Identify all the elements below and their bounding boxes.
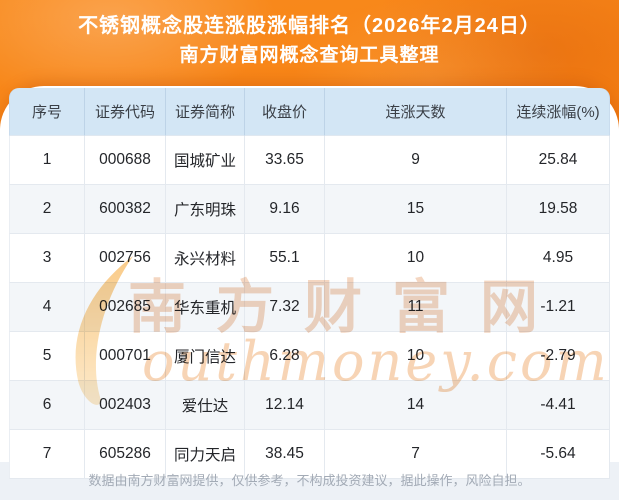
column-header: 连续涨幅(%) <box>507 88 610 136</box>
table-cell: 002756 <box>85 234 166 283</box>
table-cell: 2 <box>9 185 85 234</box>
table-cell: 5 <box>9 332 85 381</box>
table-row: 4 002685 华东重机 7.32 11 -1.21 <box>9 283 610 332</box>
table-cell: 600382 <box>85 185 166 234</box>
table-cell: 002685 <box>85 283 166 332</box>
table-cell: 6.28 <box>245 332 325 381</box>
column-header: 收盘价 <box>245 88 325 136</box>
table-cell: 6 <box>9 381 85 430</box>
table-cell: 002403 <box>85 381 166 430</box>
table-cell: 14 <box>325 381 507 430</box>
stock-table: 序号 证券代码 证券简称 收盘价 连涨天数 连续涨幅(%) 1 000688 国城矿业 33.6… <box>9 88 610 479</box>
table-cell: 华东重机 <box>166 283 245 332</box>
table-cell: 9.16 <box>245 185 325 234</box>
table-cell: -4.41 <box>507 381 610 430</box>
title-line-1: 不锈钢概念股连涨股涨幅排名（2026年2月24日） <box>78 15 541 37</box>
table-cell: 国城矿业 <box>166 136 245 185</box>
table-cell: 000701 <box>85 332 166 381</box>
table-cell: 12.14 <box>245 381 325 430</box>
table-row: 7 605286 同力天启 38.45 7 -5.64 <box>9 430 610 479</box>
page-title: 不锈钢概念股连涨股涨幅排名（2026年2月24日） 南方财富网概念查询工具整理 <box>0 11 619 71</box>
table-cell: 55.1 <box>245 234 325 283</box>
table-cell: 10 <box>325 234 507 283</box>
table-header-row: 序号 证券代码 证券简称 收盘价 连涨天数 连续涨幅(%) <box>9 88 610 136</box>
table-row: 6 002403 爱仕达 12.14 14 -4.41 <box>9 381 610 430</box>
table-cell: -1.21 <box>507 283 610 332</box>
table-cell: 爱仕达 <box>166 381 245 430</box>
table-cell: 9 <box>325 136 507 185</box>
table-cell: 000688 <box>85 136 166 185</box>
table-cell: 7 <box>325 430 507 479</box>
table-row: 1 000688 国城矿业 33.65 9 25.84 <box>9 136 610 185</box>
table-cell: -2.79 <box>507 332 610 381</box>
table-cell: 同力天启 <box>166 430 245 479</box>
table-cell: 3 <box>9 234 85 283</box>
column-header: 连涨天数 <box>325 88 507 136</box>
disclaimer-text: 数据由南方财富网提供，仅供参考，不构成投资建议，据此操作，风险自担。 <box>88 473 531 488</box>
table-body: 1 000688 国城矿业 33.65 9 25.84 2 600382 广东明珠 9.16 15 1… <box>9 136 610 479</box>
table-cell: 605286 <box>85 430 166 479</box>
table-cell: 4.95 <box>507 234 610 283</box>
table-row: 5 000701 厦门信达 6.28 10 -2.79 <box>9 332 610 381</box>
table-cell: 25.84 <box>507 136 610 185</box>
table-row: 2 600382 广东明珠 9.16 15 19.58 <box>9 185 610 234</box>
table-cell: 7 <box>9 430 85 479</box>
table-cell: 11 <box>325 283 507 332</box>
column-header: 证券简称 <box>166 88 245 136</box>
column-header: 序号 <box>9 88 85 136</box>
title-line-2: 南方财富网概念查询工具整理 <box>179 45 440 66</box>
table-cell: 7.32 <box>245 283 325 332</box>
table-cell: 19.58 <box>507 185 610 234</box>
table-cell: 永兴材料 <box>166 234 245 283</box>
table-cell: 1 <box>9 136 85 185</box>
table-cell: 15 <box>325 185 507 234</box>
table-cell: 33.65 <box>245 136 325 185</box>
table-cell: 广东明珠 <box>166 185 245 234</box>
table-header: 序号 证券代码 证券简称 收盘价 连涨天数 连续涨幅(%) <box>9 88 610 136</box>
table-row: 3 002756 永兴材料 55.1 10 4.95 <box>9 234 610 283</box>
table-cell: 厦门信达 <box>166 332 245 381</box>
table-cell: 4 <box>9 283 85 332</box>
table-cell: 10 <box>325 332 507 381</box>
column-header: 证券代码 <box>85 88 166 136</box>
table-cell: 38.45 <box>245 430 325 479</box>
table-cell: -5.64 <box>507 430 610 479</box>
